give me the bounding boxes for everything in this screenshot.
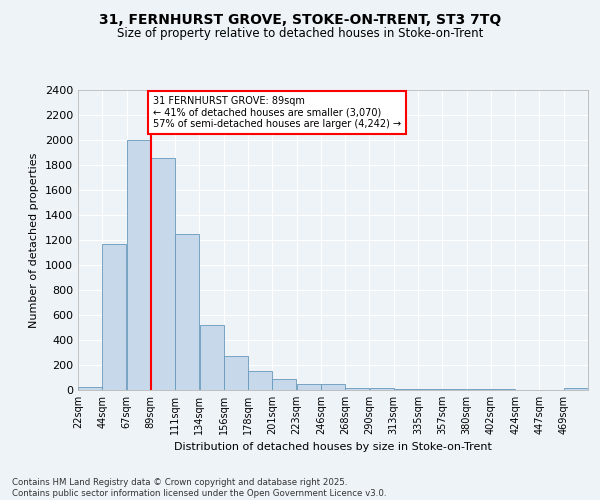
- Bar: [321, 384, 345, 390]
- Text: Contains HM Land Registry data © Crown copyright and database right 2025.
Contai: Contains HM Land Registry data © Crown c…: [12, 478, 386, 498]
- Bar: [200, 325, 224, 390]
- Bar: [370, 388, 394, 390]
- Bar: [394, 389, 418, 390]
- Bar: [296, 384, 321, 390]
- Bar: [248, 371, 272, 390]
- Text: 31 FERNHURST GROVE: 89sqm
← 41% of detached houses are smaller (3,070)
57% of se: 31 FERNHURST GROVE: 89sqm ← 41% of detac…: [153, 96, 401, 130]
- Bar: [224, 356, 248, 390]
- Bar: [564, 388, 588, 390]
- Bar: [175, 234, 199, 390]
- Bar: [151, 158, 175, 390]
- Bar: [103, 244, 127, 390]
- Bar: [272, 379, 296, 390]
- Text: Distribution of detached houses by size in Stoke-on-Trent: Distribution of detached houses by size …: [174, 442, 492, 452]
- Bar: [345, 388, 370, 390]
- Bar: [78, 387, 102, 390]
- Bar: [127, 140, 151, 390]
- Text: Size of property relative to detached houses in Stoke-on-Trent: Size of property relative to detached ho…: [117, 28, 483, 40]
- Y-axis label: Number of detached properties: Number of detached properties: [29, 152, 40, 328]
- Text: 31, FERNHURST GROVE, STOKE-ON-TRENT, ST3 7TQ: 31, FERNHURST GROVE, STOKE-ON-TRENT, ST3…: [99, 12, 501, 26]
